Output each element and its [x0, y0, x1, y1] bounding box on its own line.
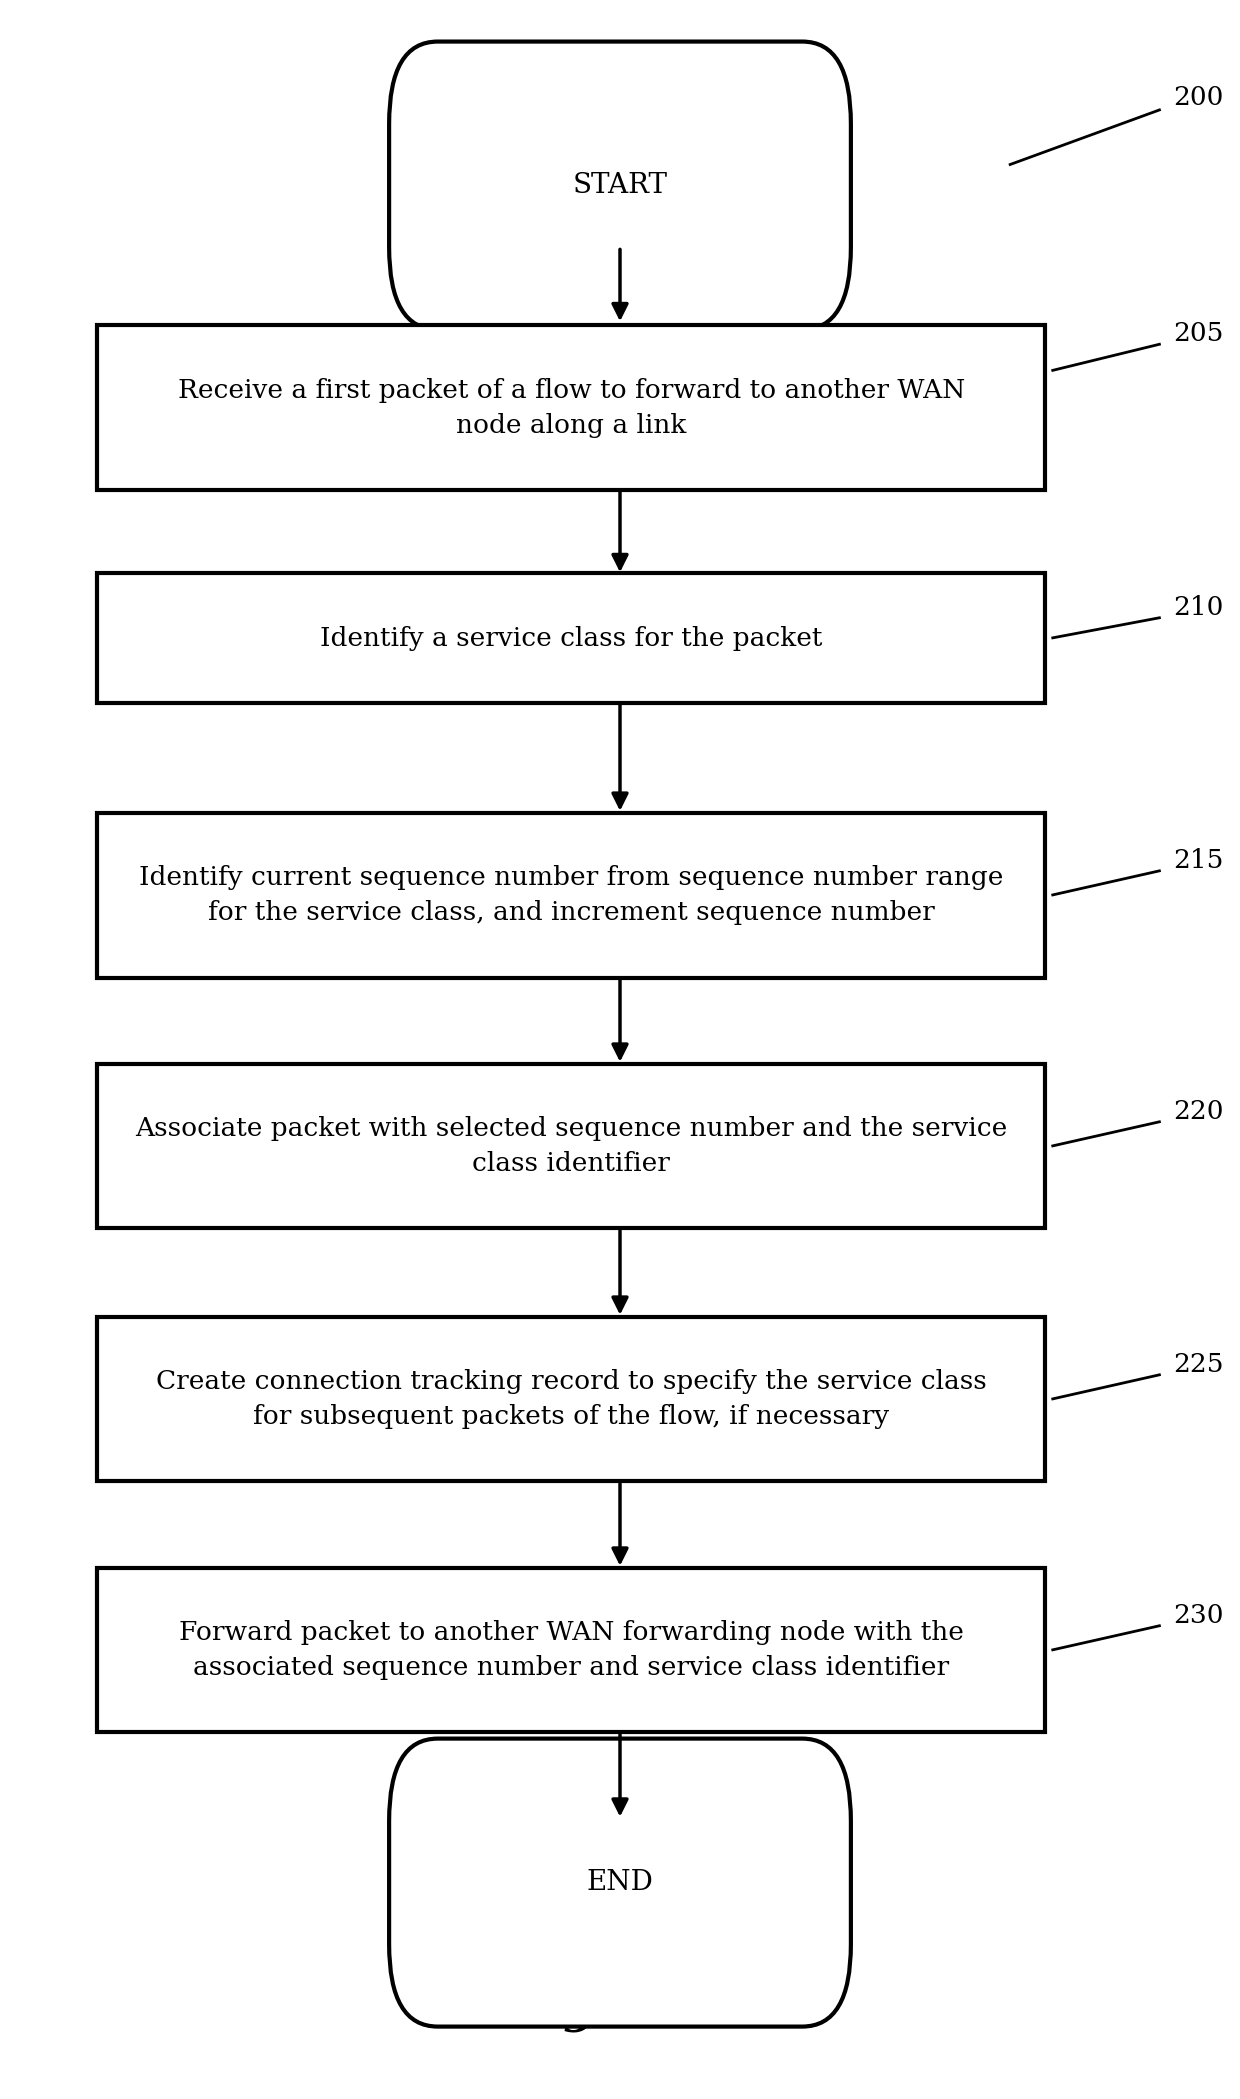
Text: 220: 220 [1173, 1098, 1224, 1123]
Text: 215: 215 [1173, 848, 1224, 873]
Text: Figure 2: Figure 2 [515, 1988, 725, 2032]
Text: 230: 230 [1173, 1604, 1224, 1627]
Text: END: END [587, 1868, 653, 1895]
Text: Receive a first packet of a flow to forward to another WAN
node along a link: Receive a first packet of a flow to forw… [177, 378, 965, 439]
Text: Identify a service class for the packet: Identify a service class for the packet [320, 626, 822, 651]
FancyBboxPatch shape [389, 42, 851, 330]
FancyBboxPatch shape [389, 1738, 851, 2028]
FancyBboxPatch shape [98, 1316, 1045, 1482]
Text: 205: 205 [1173, 321, 1224, 346]
FancyBboxPatch shape [98, 1064, 1045, 1228]
Text: Associate packet with selected sequence number and the service
class identifier: Associate packet with selected sequence … [135, 1117, 1008, 1175]
Text: Forward packet to another WAN forwarding node with the
associated sequence numbe: Forward packet to another WAN forwarding… [179, 1620, 963, 1679]
Text: START: START [573, 172, 667, 199]
Text: Create connection tracking record to specify the service class
for subsequent pa: Create connection tracking record to spe… [156, 1369, 987, 1429]
FancyBboxPatch shape [98, 1568, 1045, 1732]
Text: 200: 200 [1173, 84, 1224, 109]
Text: Identify current sequence number from sequence number range
for the service clas: Identify current sequence number from se… [139, 865, 1003, 926]
Text: 210: 210 [1173, 594, 1224, 619]
FancyBboxPatch shape [98, 325, 1045, 489]
FancyBboxPatch shape [98, 573, 1045, 703]
FancyBboxPatch shape [98, 812, 1045, 978]
Text: 225: 225 [1173, 1352, 1224, 1377]
